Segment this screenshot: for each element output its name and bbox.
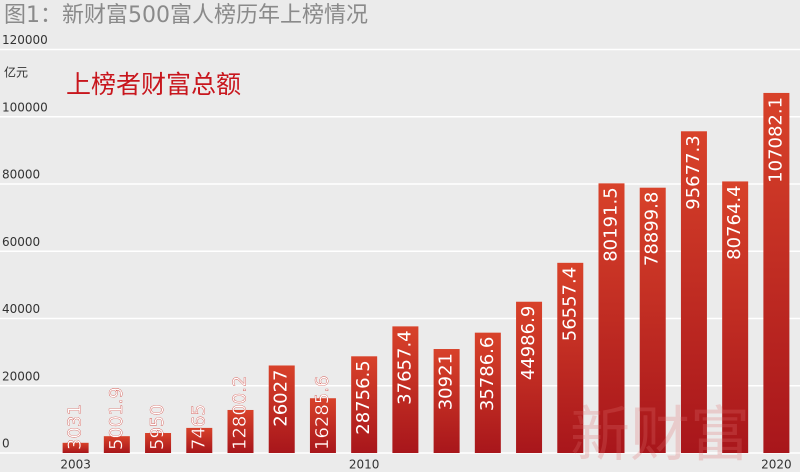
- value-label: 107082.1: [765, 97, 786, 183]
- value-label: 95677.3: [683, 135, 704, 209]
- value-label: 80764.4: [724, 185, 745, 259]
- value-label: 16285.6: [312, 376, 333, 450]
- y-tick-label: 120000: [2, 33, 48, 47]
- value-label: 78899.8: [642, 192, 663, 266]
- bar: [516, 301, 543, 453]
- chart-title: 图1：新财富500富人榜历年上榜情况: [4, 3, 368, 28]
- y-tick-label: 100000: [2, 100, 48, 114]
- bar: [433, 349, 460, 453]
- bar: [351, 356, 378, 453]
- x-tick-label: 2020: [761, 458, 792, 472]
- value-label: 3031: [65, 404, 86, 450]
- bar: [227, 409, 254, 453]
- bar: [103, 436, 130, 453]
- bar: [722, 181, 749, 454]
- y-unit: 亿元: [4, 65, 28, 80]
- y-tick-label: 20000: [2, 369, 40, 383]
- value-label: 44986.9: [518, 306, 539, 380]
- bar: [392, 326, 419, 453]
- bar: [474, 332, 501, 453]
- watermark: 新财富: [570, 401, 750, 471]
- value-label: 37657.4: [394, 330, 415, 404]
- y-tick-label: 40000: [2, 302, 40, 316]
- bar: [268, 365, 295, 453]
- bar: [639, 187, 666, 454]
- bar: [557, 262, 584, 453]
- value-label: 30921: [436, 353, 457, 410]
- bar: [598, 183, 625, 453]
- y-tick-label: 0: [2, 437, 10, 451]
- y-tick-label: 80000: [2, 168, 40, 182]
- bar: [186, 427, 213, 453]
- x-tick-label: 2010: [349, 458, 380, 472]
- bar: [309, 398, 336, 453]
- x-tick-label: 2003: [60, 458, 91, 472]
- y-tick-label: 60000: [2, 235, 40, 249]
- value-label: 7465: [188, 404, 209, 450]
- series-label: 上榜者财富总额: [66, 70, 241, 99]
- bar: [62, 442, 89, 453]
- value-label: 5001.9: [106, 387, 127, 450]
- bar: [680, 131, 707, 453]
- value-label: 56557.4: [559, 267, 580, 341]
- value-label: 12800.2: [230, 376, 251, 450]
- bar: [763, 92, 790, 454]
- value-label: 80191.5: [601, 187, 622, 261]
- value-label: 28756.5: [353, 360, 374, 434]
- value-label: 35786.6: [477, 337, 498, 411]
- value-label: 5950: [147, 404, 168, 450]
- value-label: 26027: [271, 369, 292, 426]
- bar: [145, 432, 172, 453]
